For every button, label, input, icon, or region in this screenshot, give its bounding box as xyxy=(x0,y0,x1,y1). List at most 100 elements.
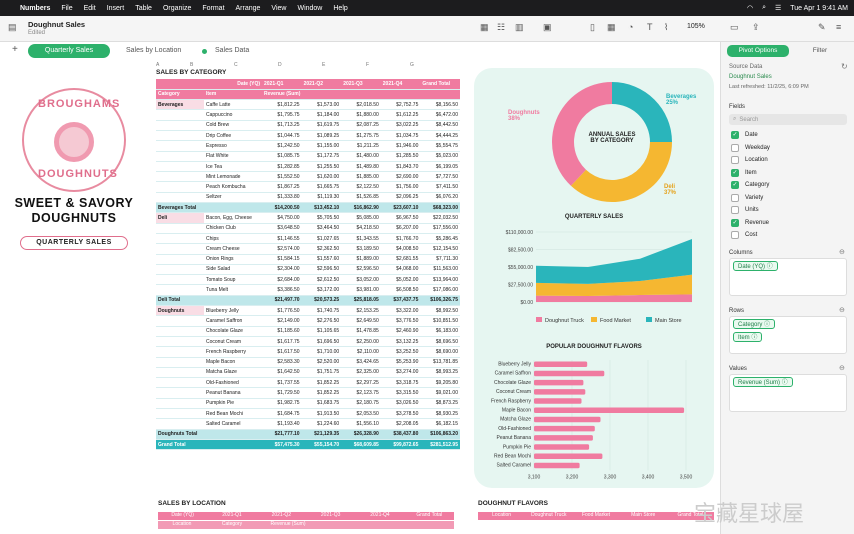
value-cell[interactable]: $3,026.50 xyxy=(380,398,421,410)
item-cell[interactable] xyxy=(204,439,262,451)
menu-organize[interactable]: Organize xyxy=(162,4,192,12)
value-cell[interactable]: $8,873.25 xyxy=(420,398,460,410)
item-cell[interactable]: Seltzer xyxy=(204,192,262,204)
value-cell[interactable]: $3,132.25 xyxy=(380,336,421,348)
sales-by-location-table[interactable]: SALES BY LOCATION Date (YQ) 2021-Q1 2021… xyxy=(158,500,454,529)
menu-edit[interactable]: Edit xyxy=(83,4,96,12)
loc-col-date[interactable]: Date (YQ) xyxy=(171,512,194,518)
value-cell[interactable]: $2,596.50 xyxy=(341,264,381,276)
value-cell[interactable]: $6,207.00 xyxy=(380,223,421,234)
category-cell[interactable] xyxy=(156,418,204,430)
donut-chart[interactable] xyxy=(474,68,714,208)
value-cell[interactable]: $1,665.75 xyxy=(301,181,342,193)
flv-col-truck[interactable]: Doughnut Truck xyxy=(531,512,567,518)
value-cell[interactable]: $68,609.85 xyxy=(341,439,381,451)
format-brush-icon[interactable]: ✎ xyxy=(818,22,826,32)
value-cell[interactable]: $8,992.50 xyxy=(420,305,460,317)
bar[interactable] xyxy=(534,370,605,377)
value-cell[interactable]: $2,574.00 xyxy=(262,243,302,255)
value-cell[interactable]: $4,444.25 xyxy=(420,130,460,142)
value-cell[interactable]: $1,282.85 xyxy=(262,161,302,173)
category-cell[interactable] xyxy=(156,284,204,296)
checkbox[interactable] xyxy=(731,231,739,239)
value-cell[interactable]: $3,052.00 xyxy=(341,274,381,286)
tab-sales-data[interactable]: Sales Data xyxy=(215,47,250,54)
bar[interactable] xyxy=(534,379,584,386)
comment-icon[interactable]: ▭ xyxy=(730,22,739,32)
field-search[interactable]: ⌕ Search xyxy=(729,114,847,125)
field-cost[interactable]: Cost xyxy=(731,230,757,240)
value-cell[interactable]: $5,554.75 xyxy=(420,140,460,152)
value-cell[interactable]: $1,740.75 xyxy=(301,305,342,317)
value-cell[interactable]: $68,323.00 xyxy=(420,202,460,214)
rows-chip-category[interactable]: Category ⓘ xyxy=(733,319,776,329)
value-cell[interactable]: $20,573.25 xyxy=(301,295,342,307)
value-cell[interactable]: $9,205.80 xyxy=(420,377,460,389)
chart-icon[interactable]: ▥ xyxy=(515,22,524,32)
field-revenue[interactable]: ✓ Revenue xyxy=(731,218,769,228)
donut-slice-doughnuts[interactable] xyxy=(552,82,612,186)
item-cell[interactable]: Pumpkin Pie xyxy=(204,398,262,410)
value-cell[interactable]: $1,089.25 xyxy=(301,130,342,142)
value-cell[interactable]: $4,218.50 xyxy=(341,223,381,234)
value-cell[interactable]: $2,153.25 xyxy=(341,305,381,317)
menu-table[interactable]: Table xyxy=(135,4,152,12)
category-cell[interactable] xyxy=(156,264,204,276)
category-cell[interactable] xyxy=(156,233,204,245)
values-chip-revenue[interactable]: Revenue (Sum) ⓘ xyxy=(733,377,793,387)
value-cell[interactable]: $1,480.00 xyxy=(341,151,381,162)
value-cell[interactable]: $1,776.50 xyxy=(262,305,302,317)
menu-format[interactable]: Format xyxy=(202,4,225,12)
value-cell[interactable]: $17,556.00 xyxy=(420,223,460,234)
category-cell[interactable] xyxy=(156,243,204,255)
bar[interactable] xyxy=(534,444,590,450)
pivot-header-q4[interactable]: 2021-Q4 xyxy=(380,79,421,90)
value-cell[interactable]: $14,200.50 xyxy=(262,202,302,214)
value-cell[interactable]: $1,085.75 xyxy=(262,151,302,162)
item-cell[interactable]: Flat White xyxy=(204,151,262,162)
value-cell[interactable]: $281,512.95 xyxy=(420,439,460,451)
value-cell[interactable]: $2,018.50 xyxy=(341,99,381,111)
value-cell[interactable]: $2,362.50 xyxy=(301,243,342,255)
menu-insert[interactable]: Insert xyxy=(106,4,125,12)
value-cell[interactable]: $22,032.50 xyxy=(420,212,460,224)
refresh-icon[interactable]: ↻ xyxy=(841,62,848,71)
item-cell[interactable]: Peach Kombucha xyxy=(204,181,262,193)
field-variety[interactable]: Variety xyxy=(731,193,763,203)
value-cell[interactable]: $1,812.25 xyxy=(262,99,302,111)
organize-icon[interactable]: ≡ xyxy=(836,22,842,32)
value-cell[interactable]: $1,913.50 xyxy=(301,408,342,420)
value-cell[interactable]: $6,076.20 xyxy=(420,192,460,204)
value-cell[interactable]: $21,129.35 xyxy=(301,429,342,440)
tab-pivot-options[interactable]: Pivot Options xyxy=(727,45,789,57)
control-center-icon[interactable]: ☰ xyxy=(774,5,782,12)
value-cell[interactable]: $1,155.00 xyxy=(301,140,342,152)
source-data-link[interactable]: Doughnut Sales xyxy=(729,74,772,80)
menu-app[interactable]: Numbers xyxy=(20,4,51,12)
value-cell[interactable]: $6,183.00 xyxy=(420,326,460,337)
loc-col-total[interactable]: Grand Total xyxy=(416,512,443,518)
item-cell[interactable]: Blueberry Jelly xyxy=(204,305,262,317)
item-cell[interactable]: Chips xyxy=(204,233,262,245)
value-cell[interactable]: $1,573.00 xyxy=(301,99,342,111)
value-cell[interactable]: $1,751.75 xyxy=(301,367,342,379)
category-cell[interactable]: Deli Total xyxy=(156,295,204,307)
checkbox[interactable]: ✓ xyxy=(731,181,739,189)
value-cell[interactable]: $1,027.65 xyxy=(301,233,342,245)
value-cell[interactable]: $6,508.50 xyxy=(380,284,421,296)
value-cell[interactable]: $1,852.25 xyxy=(301,377,342,389)
value-cell[interactable]: $1,710.00 xyxy=(301,346,342,358)
value-cell[interactable]: $2,110.00 xyxy=(341,346,381,358)
value-cell[interactable]: $5,052.00 xyxy=(380,274,421,286)
value-cell[interactable]: $1,044.75 xyxy=(262,130,302,142)
info-icon[interactable]: ⓘ xyxy=(766,264,773,270)
doughnut-flavors-table[interactable]: DOUGHNUT FLAVORS Location Doughnut Truck… xyxy=(478,500,714,520)
tab-quarterly-sales[interactable]: Quarterly Sales xyxy=(28,44,110,58)
value-cell[interactable]: $8,930.25 xyxy=(420,408,460,420)
value-cell[interactable]: $1,489.80 xyxy=(341,161,381,173)
value-cell[interactable]: $1,275.75 xyxy=(341,130,381,142)
info-icon[interactable]: ⓘ xyxy=(751,335,758,341)
flv-col-total[interactable]: Grand Total xyxy=(677,512,704,518)
media-icon[interactable]: ▣ xyxy=(543,22,552,32)
table-icon[interactable]: ▦ xyxy=(607,22,616,32)
